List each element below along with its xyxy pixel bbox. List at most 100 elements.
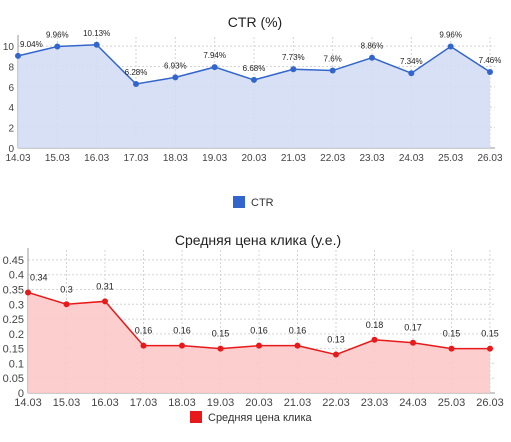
ctr-series-area xyxy=(18,44,490,148)
cpc-x-tick-label: 19.03 xyxy=(207,397,235,409)
ctr-x-tick-label: 21.03 xyxy=(281,153,306,164)
cpc-data-label: 0.3 xyxy=(60,284,73,294)
cpc-y-tick-label: 0.25 xyxy=(3,314,24,326)
cpc-x-tick-label: 15.03 xyxy=(53,397,81,409)
cpc-x-tick-label: 21.03 xyxy=(284,397,312,409)
ctr-chart-title: CTR (%) xyxy=(228,14,282,30)
ctr-x-tick-label: 15.03 xyxy=(45,153,70,164)
cpc-y-tick-label: 0.1 xyxy=(9,358,24,370)
ctr-x-tick-label: 26.03 xyxy=(477,153,502,164)
cpc-x-tick-label: 24.03 xyxy=(399,397,427,409)
cpc-data-point[interactable] xyxy=(102,298,108,305)
cpc-data-label: 0.15 xyxy=(443,329,461,339)
cpc-data-point[interactable] xyxy=(63,301,70,308)
cpc-x-tick-label: 25.03 xyxy=(438,397,466,409)
cpc-data-point[interactable] xyxy=(25,289,31,296)
ctr-data-point[interactable] xyxy=(251,76,257,83)
cpc-data-point[interactable] xyxy=(256,342,262,349)
cpc-y-tick-label: 0.35 xyxy=(3,284,24,296)
ctr-data-point[interactable] xyxy=(329,67,336,74)
cpc-data-point[interactable] xyxy=(333,351,339,358)
ctr-x-tick-label: 18.03 xyxy=(163,153,188,164)
ctr-x-tick-label: 19.03 xyxy=(202,153,227,164)
ctr-x-tick-label: 23.03 xyxy=(359,153,384,164)
ctr-x-tick-label: 17.03 xyxy=(123,153,148,164)
cpc-legend-swatch xyxy=(190,411,202,423)
cpc-y-tick-label: 0.15 xyxy=(3,344,24,356)
cpc-data-point[interactable] xyxy=(294,342,301,349)
ctr-x-tick-label: 20.03 xyxy=(241,153,266,164)
ctr-y-tick-label: 8 xyxy=(8,62,14,73)
cpc-series-area xyxy=(28,292,490,393)
ctr-x-tick-label: 25.03 xyxy=(438,153,463,164)
cpc-chart: Средняя цена клика (у.е.) 0 0.05 0.1 0.15 0.… xyxy=(3,232,504,424)
cpc-data-label: 0.16 xyxy=(135,326,153,336)
cpc-x-tick-label: 17.03 xyxy=(130,397,158,409)
cpc-y-tick-label: 0.2 xyxy=(9,329,24,341)
ctr-legend-label[interactable]: CTR xyxy=(251,197,274,209)
ctr-data-label: 6.28% xyxy=(125,68,148,77)
ctr-data-label: 10.13% xyxy=(83,29,110,38)
cpc-data-label: 0.15 xyxy=(481,329,499,339)
ctr-legend-swatch xyxy=(233,196,245,208)
ctr-data-label: 7.73% xyxy=(282,53,305,62)
ctr-data-label: 6.68% xyxy=(243,64,266,73)
ctr-y-tick-label: 6 xyxy=(8,83,14,94)
cpc-y-tick-label: 0.45 xyxy=(3,255,24,267)
ctr-data-point[interactable] xyxy=(408,70,415,77)
cpc-data-label: 0.16 xyxy=(250,326,268,336)
cpc-legend-label[interactable]: Средняя цена клика xyxy=(208,412,312,424)
cpc-data-label: 0.34 xyxy=(30,272,48,282)
ctr-data-label: 7.6% xyxy=(324,55,342,64)
cpc-data-label: 0.13 xyxy=(327,335,345,345)
cpc-x-tick-label: 26.03 xyxy=(476,397,504,409)
ctr-y-tick-label: 4 xyxy=(8,103,14,114)
ctr-data-point[interactable] xyxy=(133,81,139,88)
cpc-data-point[interactable] xyxy=(410,339,416,346)
cpc-data-point[interactable] xyxy=(179,342,185,349)
cpc-x-tick-label: 18.03 xyxy=(168,397,196,409)
ctr-x-tick-label: 14.03 xyxy=(5,153,30,164)
cpc-data-point[interactable] xyxy=(371,336,378,343)
cpc-x-tick-label: 23.03 xyxy=(361,397,389,409)
ctr-data-point[interactable] xyxy=(172,74,179,81)
ctr-x-tick-label: 24.03 xyxy=(399,153,424,164)
cpc-y-tick-label: 0.4 xyxy=(9,270,24,282)
cpc-data-point[interactable] xyxy=(487,345,493,352)
ctr-x-tick-label: 22.03 xyxy=(320,153,345,164)
ctr-data-point[interactable] xyxy=(15,52,21,59)
ctr-data-label: 7.34% xyxy=(400,57,423,66)
cpc-data-point[interactable] xyxy=(217,345,224,352)
cpc-data-point[interactable] xyxy=(140,342,147,349)
cpc-y-tick-label: 0.05 xyxy=(3,373,24,385)
cpc-data-label: 0.16 xyxy=(289,326,307,336)
cpc-data-label: 0.15 xyxy=(212,329,230,339)
ctr-data-point[interactable] xyxy=(487,68,493,75)
ctr-data-point[interactable] xyxy=(93,41,100,48)
ctr-data-label: 7.94% xyxy=(203,51,226,60)
ctr-data-label: 8.86% xyxy=(361,42,384,51)
ctr-data-label: 7.46% xyxy=(479,56,502,65)
cpc-data-label: 0.16 xyxy=(173,326,191,336)
ctr-data-point[interactable] xyxy=(290,66,297,73)
ctr-data-point[interactable] xyxy=(447,43,454,50)
ctr-data-label: 9.96% xyxy=(439,31,462,40)
cpc-y-tick-label: 0.3 xyxy=(9,299,24,311)
cpc-x-tick-label: 16.03 xyxy=(91,397,119,409)
ctr-data-point[interactable] xyxy=(54,43,61,50)
ctr-x-tick-label: 16.03 xyxy=(84,153,109,164)
cpc-x-tick-label: 22.03 xyxy=(322,397,350,409)
cpc-y-tick-label: 0 xyxy=(18,388,24,400)
ctr-data-label: 9.04% xyxy=(20,40,43,49)
ctr-data-label: 6.93% xyxy=(164,61,187,70)
ctr-data-label: 9.96% xyxy=(46,31,69,40)
cpc-chart-title: Средняя цена клика (у.е.) xyxy=(175,232,341,248)
ctr-data-point[interactable] xyxy=(369,54,375,61)
ctr-y-tick-label: 10 xyxy=(3,42,15,53)
cpc-data-point[interactable] xyxy=(448,345,455,352)
ctr-data-point[interactable] xyxy=(211,64,218,71)
ctr-y-tick-label: 2 xyxy=(8,124,14,135)
cpc-x-tick-label: 20.03 xyxy=(245,397,273,409)
cpc-data-label: 0.18 xyxy=(366,320,384,330)
